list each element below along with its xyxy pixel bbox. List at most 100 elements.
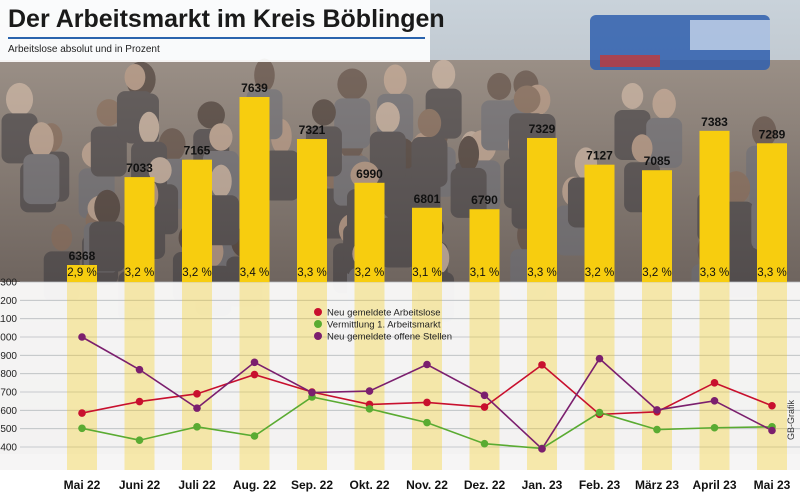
bar-column-shade [584,282,615,470]
bar [182,159,212,282]
y-tick-label: 900 [0,351,17,362]
bar-column-shade [297,282,327,470]
bar [354,182,385,282]
data-point-neu-gemeldete-offene-stellen [78,333,86,341]
credit-label: GB-Grafik [786,399,796,440]
bar-value-label: 7639 [241,81,268,95]
bar-column-shade [469,282,500,470]
y-tick-label: 1300 [0,278,17,289]
bar-value-label: 7165 [184,144,211,158]
x-tick-label: Mai 22 [64,478,101,492]
data-point-neu-gemeldete-offene-stellen [653,406,661,414]
bar-value-label: 6990 [356,167,383,181]
data-point-vermittlung-1-arbeitsmarkt [135,436,144,445]
bar-percent-label: 2,9 % [67,267,96,279]
y-tick-label: 500 [0,424,17,435]
x-tick-label: Feb. 23 [579,478,621,492]
data-point-neu-gemeldete-offene-stellen [308,388,316,397]
x-tick-label: Dez. 22 [464,478,506,492]
data-point-neu-gemeldete-arbeitslose [710,379,719,387]
data-point-neu-gemeldete-offene-stellen [538,445,546,453]
bar-column-shade [67,282,97,470]
bar [124,177,155,282]
data-point-neu-gemeldete-arbeitslose [135,397,144,406]
legend-label-offene-stellen: Neu gemeldete offene Stellen [327,332,452,343]
data-point-vermittlung-1-arbeitsmarkt [78,424,86,433]
line-chart-panel [0,282,800,500]
data-point-neu-gemeldete-offene-stellen [193,404,201,412]
bar-column-shade [699,282,730,470]
x-tick-label: April 23 [692,478,736,492]
bar [297,139,327,282]
bar-value-label: 7321 [299,123,326,137]
data-point-neu-gemeldete-offene-stellen [365,387,374,395]
data-point-neu-gemeldete-arbeitslose [480,403,489,411]
y-tick-label: 1200 [0,296,17,307]
bar-value-label: 6790 [471,193,498,207]
chart-subtitle: Arbeitslose absolut und in Prozent [8,44,160,55]
bar-percent-label: 3,2 % [585,267,614,279]
data-point-neu-gemeldete-offene-stellen [768,426,776,435]
bar-percent-label: 3,4 % [240,267,269,279]
data-point-neu-gemeldete-arbeitslose [78,409,86,417]
bar-value-label: 7289 [759,127,786,141]
bar [239,97,270,282]
data-point-neu-gemeldete-offene-stellen [595,354,604,363]
x-tick-label: Sep. 22 [291,478,333,492]
x-tick-label: März 23 [635,478,679,492]
bar-percent-label: 3,3 % [757,267,786,279]
x-tick-label: Jan. 23 [522,478,563,492]
legend-marker-arbeitslose [314,308,322,316]
data-point-vermittlung-1-arbeitsmarkt [653,425,661,434]
bar-percent-label: 3,1 % [412,267,441,279]
legend: Neu gemeldete Arbeitslose Vermittlung 1.… [314,308,452,343]
bar-value-label: 7383 [701,115,728,129]
y-tick-label: 1000 [0,333,17,344]
data-point-neu-gemeldete-arbeitslose [193,390,201,398]
data-point-neu-gemeldete-arbeitslose [423,398,431,407]
data-point-neu-gemeldete-arbeitslose [768,401,776,410]
bar [642,170,672,282]
bar-percent-label: 3,3 % [297,267,326,279]
x-tick-label: Nov. 22 [406,478,448,492]
y-tick-label: 1100 [0,314,17,325]
bar-percent-label: 3,2 % [182,267,211,279]
data-point-neu-gemeldete-offene-stellen [135,365,144,374]
data-point-neu-gemeldete-offene-stellen [250,358,259,367]
bar-column-shade [757,282,787,470]
data-point-vermittlung-1-arbeitsmarkt [710,423,719,432]
bar-value-label: 7033 [126,161,153,175]
legend-label-vermittlung: Vermittlung 1. Arbeitsmarkt [327,320,441,331]
x-tick-label: Juli 22 [178,478,216,492]
bar [584,164,615,282]
bar-percent-label: 3,1 % [470,267,499,279]
bar-percent-label: 3,2 % [355,267,384,279]
bar [757,143,787,282]
bar-percent-label: 3,3 % [527,267,556,279]
x-tick-label: Mai 23 [754,478,791,492]
bar-percent-label: 3,3 % [700,267,729,279]
legend-label-arbeitslose: Neu gemeldete Arbeitslose [327,308,441,319]
data-point-vermittlung-1-arbeitsmarkt [193,423,201,431]
data-point-vermittlung-1-arbeitsmarkt [365,405,374,413]
data-point-neu-gemeldete-offene-stellen [423,360,431,369]
bar [412,207,442,282]
data-point-vermittlung-1-arbeitsmarkt [595,408,604,417]
data-point-neu-gemeldete-offene-stellen [710,397,719,405]
lines [78,333,776,453]
bar-value-label: 7127 [586,149,613,163]
y-tick-label: 800 [0,369,17,380]
legend-marker-vermittlung [314,320,322,328]
bar-value-label: 7085 [644,154,671,168]
data-point-neu-gemeldete-arbeitslose [538,361,546,369]
bar [699,130,730,282]
x-tick-label: Juni 22 [119,478,161,492]
y-tick-label: 400 [0,443,17,454]
bar-percent-label: 3,2 % [642,267,671,279]
bar [469,209,500,282]
data-point-vermittlung-1-arbeitsmarkt [250,432,259,440]
bar-value-label: 6801 [414,192,441,206]
y-tick-label: 600 [0,406,17,417]
